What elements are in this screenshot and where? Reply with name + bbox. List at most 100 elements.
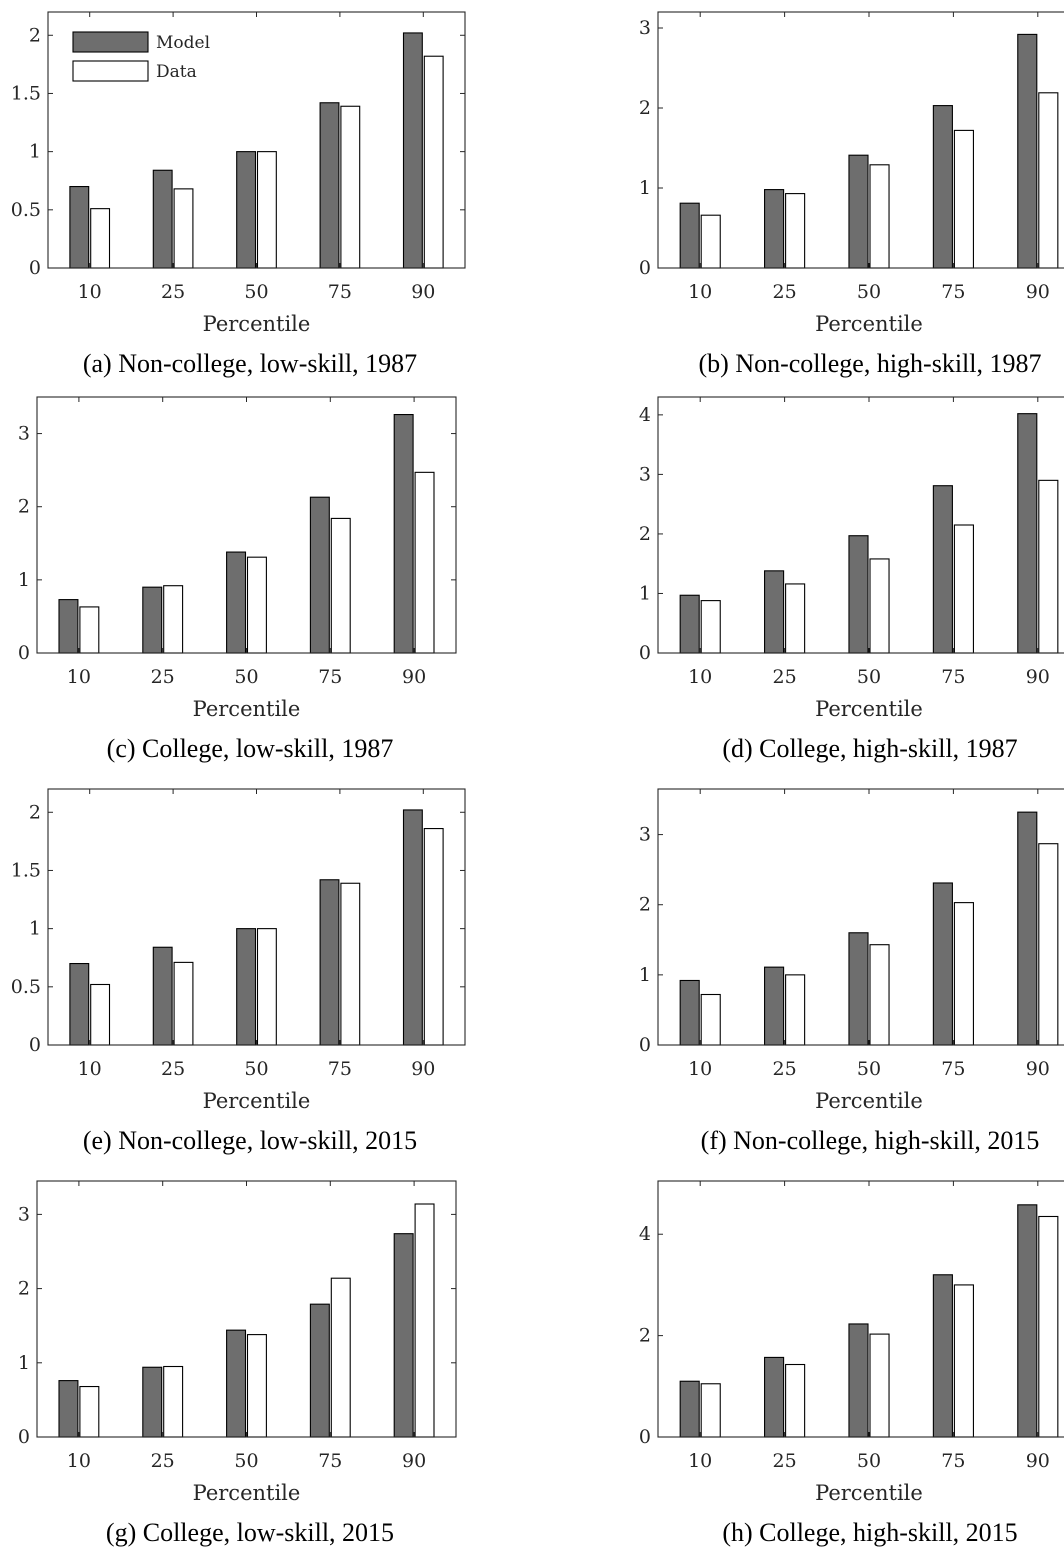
model-bar-25 — [142, 1366, 163, 1438]
model-bar-10 — [69, 962, 90, 1046]
data-bar-90 — [423, 828, 444, 1046]
axes-box — [36, 1180, 457, 1438]
panel-caption: (h) College, high-skill, 2015 — [722, 1518, 1017, 1547]
y-tick-label: 4 — [639, 404, 651, 426]
data-bar-25 — [163, 1365, 184, 1438]
x-tick-label: 50 — [244, 1058, 268, 1080]
x-axis-title: Percentile — [815, 1089, 923, 1113]
data-bar-25 — [785, 193, 806, 269]
model-bar-50 — [848, 535, 869, 654]
model-bar-90 — [402, 32, 423, 269]
chart-panel-e: 0 0.5 1 1.5 2 10 25 50 75 90 Percentile (e) Non-col… — [11, 788, 466, 1155]
x-axis-title: Percentile — [193, 1481, 301, 1505]
x-tick-label: 75 — [941, 666, 965, 688]
x-tick-label: 25 — [161, 281, 185, 303]
y-tick-label: 2 — [18, 496, 30, 518]
model-bar-10 — [69, 185, 90, 269]
y-tick-label: 3 — [639, 824, 651, 846]
model-bar-50 — [848, 1323, 869, 1438]
model-bar-90 — [393, 1233, 414, 1438]
y-tick-label: 3 — [639, 463, 651, 485]
data-bar-90 — [1038, 479, 1059, 654]
x-tick-label: 10 — [688, 666, 712, 688]
x-tick-label: 25 — [151, 666, 175, 688]
panel-caption: (c) College, low-skill, 1987 — [107, 734, 394, 763]
model-bar-50 — [236, 151, 257, 269]
y-tick-label: 2 — [639, 1325, 651, 1347]
model-bar-75 — [319, 879, 340, 1046]
x-tick-label: 75 — [328, 281, 352, 303]
model-bar-10 — [679, 202, 700, 269]
model-bar-25 — [764, 570, 785, 654]
panel-caption: (b) Non-college, high-skill, 1987 — [699, 349, 1042, 378]
model-bar-90 — [1017, 413, 1038, 654]
legend-swatch-model — [72, 31, 149, 53]
model-bar-25 — [152, 169, 173, 269]
panel-caption: (d) College, high-skill, 1987 — [722, 734, 1017, 763]
data-bar-25 — [173, 961, 194, 1046]
y-tick-label: 0 — [29, 257, 41, 279]
data-bar-50 — [869, 1333, 890, 1438]
y-tick-label: 0 — [18, 1426, 30, 1448]
data-bar-25 — [785, 1363, 806, 1438]
model-bar-75 — [319, 102, 340, 269]
data-bar-50 — [256, 928, 277, 1046]
model-bar-10 — [58, 599, 79, 654]
model-bar-10 — [679, 594, 700, 654]
x-tick-label: 25 — [773, 666, 797, 688]
x-tick-label: 50 — [234, 666, 258, 688]
data-bar-25 — [785, 974, 806, 1046]
model-bar-75 — [932, 882, 953, 1046]
data-bar-75 — [340, 882, 361, 1046]
data-bar-75 — [340, 105, 361, 269]
data-bar-50 — [246, 556, 267, 654]
x-tick-label: 75 — [941, 281, 965, 303]
x-tick-label: 75 — [328, 1058, 352, 1080]
data-bar-90 — [423, 55, 444, 269]
model-bar-25 — [152, 946, 173, 1046]
y-tick-label: 2 — [18, 1278, 30, 1300]
legend-label-data: Data — [156, 62, 197, 82]
x-tick-label: 25 — [773, 1058, 797, 1080]
x-tick-label: 50 — [857, 666, 881, 688]
panel-caption: (e) Non-college, low-skill, 2015 — [83, 1126, 417, 1155]
legend-label-model: Model — [156, 33, 210, 53]
x-tick-label: 25 — [151, 1450, 175, 1472]
y-tick-label: 3 — [18, 1203, 30, 1225]
y-tick-label: 2 — [29, 24, 41, 46]
x-tick-label: 25 — [773, 1450, 797, 1472]
y-tick-label: 0.5 — [11, 199, 41, 221]
x-tick-label: 50 — [857, 281, 881, 303]
data-bar-10 — [700, 214, 721, 269]
chart-panel-c: 0 1 2 3 10 25 50 75 90 Percentile (c) College, low… — [18, 396, 457, 763]
data-bar-75 — [953, 524, 974, 654]
data-bar-90 — [414, 471, 435, 654]
y-tick-label: 3 — [639, 17, 651, 39]
panel-caption: (f) Non-college, high-skill, 2015 — [701, 1126, 1040, 1155]
model-bar-50 — [226, 1329, 247, 1438]
y-tick-label: 0 — [639, 1426, 651, 1448]
x-tick-label: 50 — [857, 1058, 881, 1080]
y-tick-label: 1.5 — [11, 859, 41, 881]
x-tick-label: 10 — [67, 1450, 91, 1472]
y-tick-label: 1 — [29, 141, 41, 163]
model-bar-90 — [1017, 1204, 1038, 1438]
model-bar-90 — [1017, 811, 1038, 1046]
x-axis-title: Percentile — [815, 312, 923, 336]
x-tick-label: 10 — [78, 281, 102, 303]
x-tick-label: 10 — [688, 1450, 712, 1472]
chart-panel-g: 0 1 2 3 10 25 50 75 90 Percentile (g) College, low… — [18, 1180, 457, 1547]
y-tick-label: 1 — [639, 177, 651, 199]
data-bar-10 — [700, 1383, 721, 1438]
y-tick-label: 0 — [18, 642, 30, 664]
x-tick-label: 25 — [773, 281, 797, 303]
x-tick-label: 90 — [1026, 1450, 1050, 1472]
x-tick-label: 10 — [67, 666, 91, 688]
model-bar-50 — [236, 928, 257, 1046]
data-bar-75 — [330, 517, 351, 654]
model-bar-10 — [679, 979, 700, 1046]
data-bar-90 — [414, 1203, 435, 1438]
panel-caption: (a) Non-college, low-skill, 1987 — [83, 349, 417, 378]
y-tick-label: 1.5 — [11, 82, 41, 104]
y-tick-label: 0 — [639, 642, 651, 664]
